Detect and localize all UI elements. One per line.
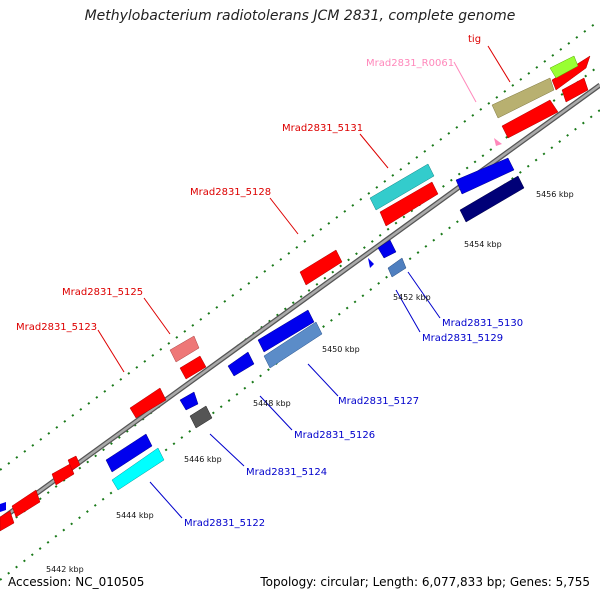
gene-tig[interactable] [491, 77, 555, 119]
tick-label: 5450 kbp [322, 345, 360, 354]
gene-mrad2831-5129[interactable] [377, 239, 397, 259]
tick-labels: 5444 kbp 5446 kbp 5448 kbp 5450 kbp 5452… [46, 190, 574, 574]
gene-labels: tig Mrad2831_R0061 Mrad2831_5131 Mrad283… [16, 34, 523, 529]
reverse-genes [0, 157, 525, 512]
forward-genes [0, 55, 591, 532]
gene-forward[interactable] [179, 355, 207, 380]
gene-label[interactable]: Mrad2831_5124 [246, 467, 327, 478]
gene-mrad2831-5123[interactable] [129, 387, 167, 419]
tick-label: 5448 kbp [253, 399, 291, 408]
gene-forward[interactable] [51, 463, 75, 486]
gene-label[interactable]: Mrad2831_5122 [184, 518, 265, 529]
gene-label[interactable]: Mrad2831_5131 [282, 123, 363, 134]
leader-lines [97, 45, 511, 519]
gene-mrad2831-5125[interactable] [169, 335, 200, 363]
gene-label[interactable]: Mrad2831_5130 [442, 318, 523, 329]
gene-label[interactable]: Mrad2831_5126 [294, 430, 375, 441]
gene-label[interactable]: tig [468, 34, 481, 45]
gene-forward[interactable] [549, 55, 579, 79]
topology-summary: Topology: circular; Length: 6,077,833 bp… [260, 575, 590, 589]
gene-mrad2831-5130[interactable] [387, 257, 407, 278]
rna-marker[interactable] [494, 138, 502, 146]
gene-label[interactable]: Mrad2831_5129 [422, 333, 503, 344]
gene-reverse[interactable] [257, 309, 315, 353]
gene-mrad2831-5131[interactable] [369, 163, 435, 211]
genome-backbone [0, 82, 600, 523]
gene-reverse[interactable] [105, 433, 153, 473]
accession-text: Accession: NC_010505 [8, 575, 145, 589]
gene-reverse[interactable] [455, 157, 515, 195]
gene-forward[interactable] [379, 181, 439, 227]
gene-label[interactable]: Mrad2831_5128 [190, 187, 271, 198]
gene-reverse[interactable] [459, 175, 525, 223]
tick-label: 5446 kbp [184, 455, 222, 464]
gene-forward[interactable] [11, 489, 41, 518]
tick-label: 5454 kbp [464, 240, 502, 249]
tick-label: 5444 kbp [116, 511, 154, 520]
gene-forward[interactable] [0, 510, 15, 532]
gene-reverse[interactable] [0, 502, 6, 512]
tick-label: 5442 kbp [46, 565, 84, 574]
tick-label: 5456 kbp [536, 190, 574, 199]
map-title: Methylobacterium radiotolerans JCM 2831,… [84, 8, 516, 24]
gene-forward[interactable] [67, 455, 81, 471]
gene-reverse[interactable] [179, 391, 199, 411]
gene-reverse[interactable] [368, 258, 374, 268]
gene-label[interactable]: Mrad2831_5123 [16, 322, 97, 333]
gene-mrad2831-5127[interactable] [263, 321, 323, 369]
gene-mrad2831-5126[interactable] [227, 351, 255, 377]
gene-mrad2831-5128[interactable] [299, 249, 343, 286]
tick-label: 5452 kbp [393, 293, 431, 302]
gene-label[interactable]: Mrad2831_R0061 [366, 58, 454, 69]
gene-label[interactable]: Mrad2831_5127 [338, 396, 419, 407]
gene-mrad2831-5124[interactable] [189, 405, 213, 429]
gene-mrad2831-5122[interactable] [111, 447, 165, 491]
gene-label[interactable]: Mrad2831_5125 [62, 287, 143, 298]
gene-forward[interactable] [501, 99, 559, 139]
gene-forward[interactable] [561, 77, 589, 103]
